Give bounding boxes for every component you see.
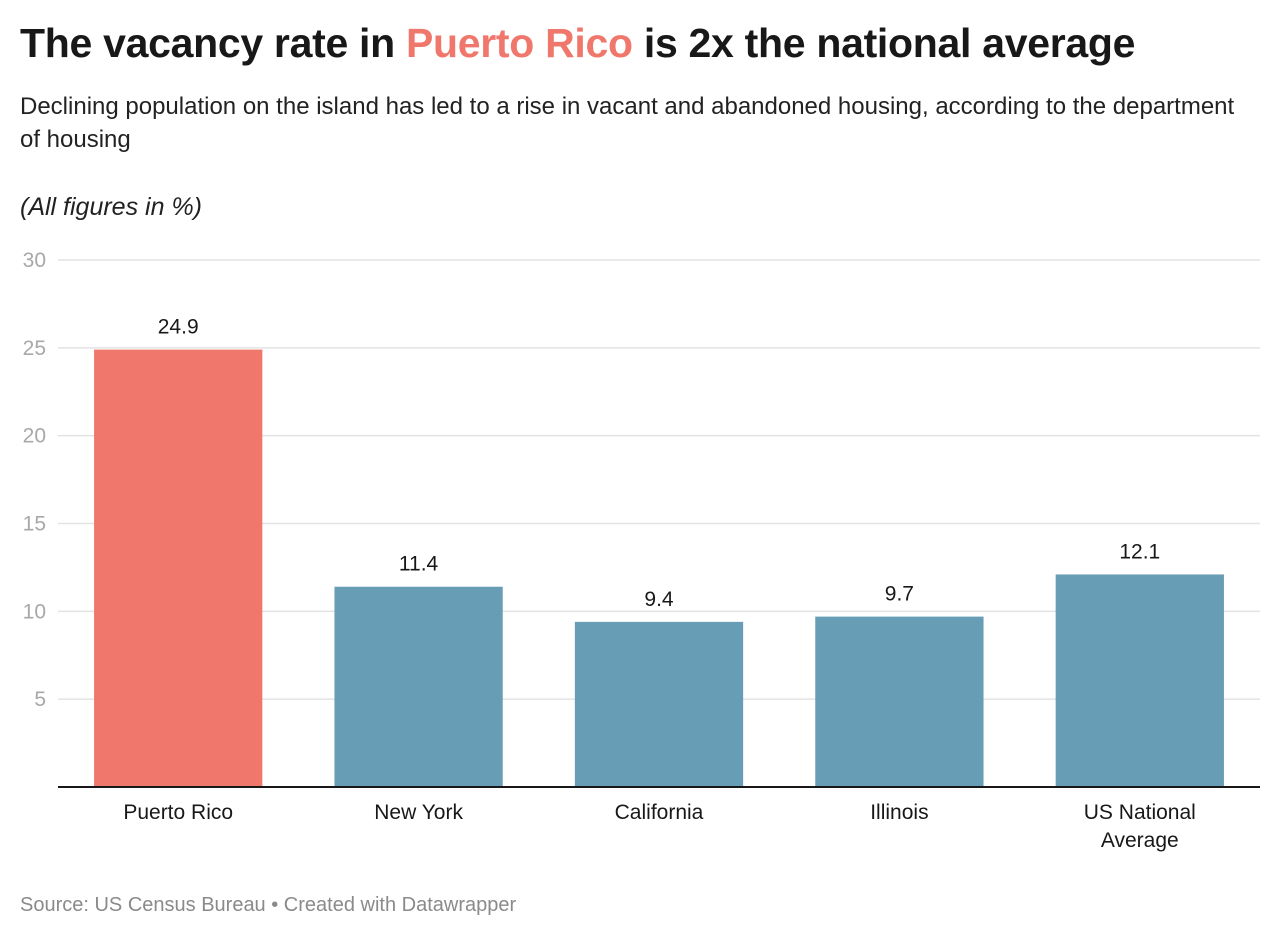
bars: [94, 349, 1224, 787]
chart-subtitle: Declining population on the island has l…: [20, 93, 1235, 153]
value-label: 12.1: [1119, 540, 1160, 563]
bar: [815, 616, 984, 787]
source-footer: Source: US Census Bureau • Created with …: [20, 894, 517, 916]
value-label: 9.4: [644, 588, 674, 611]
y-tick-label: 20: [23, 425, 46, 448]
title-prefix: The vacancy rate in: [20, 20, 406, 66]
bar: [94, 349, 263, 787]
y-tick-label: 10: [23, 600, 46, 623]
category-label: US National: [1084, 801, 1196, 824]
bar: [574, 621, 744, 787]
value-label: 24.9: [158, 316, 199, 339]
value-label: 9.7: [885, 583, 914, 606]
category-label: Average: [1101, 829, 1179, 852]
y-tick-label: 15: [23, 513, 46, 536]
category-label: Puerto Rico: [123, 801, 233, 824]
y-tick-label: 30: [23, 249, 46, 272]
category-label: New York: [374, 801, 463, 824]
value-label: 11.4: [399, 553, 439, 576]
y-axis-ticks: 5 10 15 20 25 30: [23, 249, 46, 711]
y-tick-label: 5: [34, 688, 46, 711]
bar: [1055, 574, 1224, 787]
category-labels: Puerto Rico New York California Illinois US …: [123, 801, 1195, 852]
y-tick-label: 25: [23, 337, 46, 360]
category-label: Illinois: [870, 801, 928, 824]
title-suffix: is 2x the national average: [632, 20, 1136, 66]
value-labels: 24.9 11.4 9.4 9.7 12.1: [158, 316, 1160, 611]
title-highlight: Puerto Rico: [405, 20, 633, 66]
units-note: (All figures in %): [20, 193, 202, 221]
chart-title: The vacancy rate in Puerto Rico is 2x th…: [20, 20, 1135, 67]
bar: [334, 586, 503, 787]
category-label: California: [615, 801, 704, 824]
